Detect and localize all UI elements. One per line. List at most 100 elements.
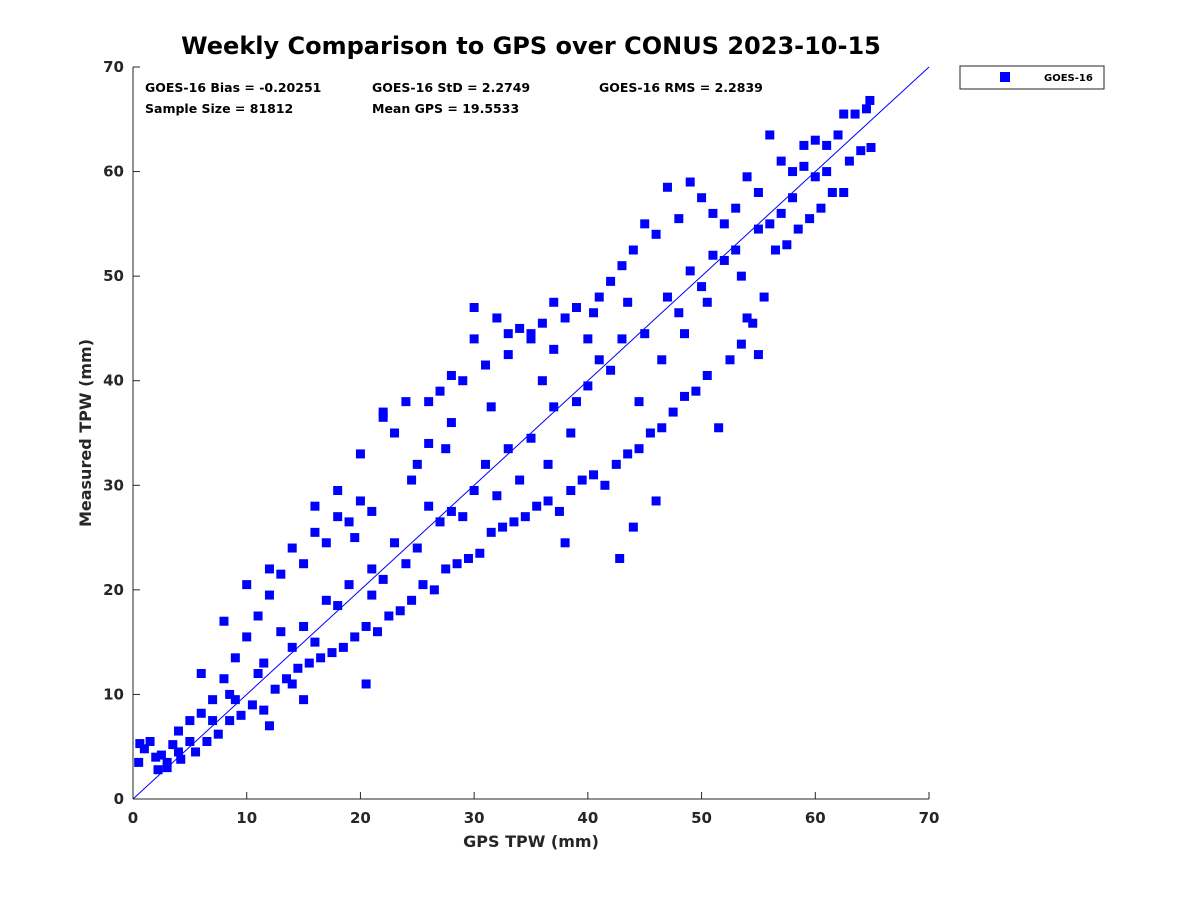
x-tick-label: 30	[464, 809, 485, 827]
data-point	[247, 700, 257, 710]
y-tick-label: 60	[103, 163, 124, 181]
data-point	[782, 240, 792, 250]
data-point	[691, 386, 701, 396]
data-point	[446, 370, 456, 380]
data-point	[560, 538, 570, 548]
data-point	[788, 167, 798, 177]
data-point	[435, 517, 445, 527]
data-point	[827, 187, 837, 197]
data-point	[799, 161, 809, 171]
data-point	[503, 329, 513, 339]
data-point	[543, 496, 553, 506]
y-tick-label: 70	[103, 58, 124, 76]
data-point	[537, 376, 547, 386]
y-axis-label: Measured TPW (mm)	[76, 339, 95, 527]
data-point	[822, 167, 832, 177]
data-point	[310, 527, 320, 537]
data-point	[173, 747, 183, 757]
data-point	[651, 496, 661, 506]
data-point	[645, 428, 655, 438]
data-point	[287, 642, 297, 652]
data-point	[674, 214, 684, 224]
data-point	[333, 486, 343, 496]
data-point	[674, 308, 684, 318]
data-point	[264, 564, 274, 574]
data-point	[753, 350, 763, 360]
data-point	[549, 402, 559, 412]
data-point	[344, 580, 354, 590]
data-point	[310, 637, 320, 647]
data-point	[668, 407, 678, 417]
y-tick-label: 50	[103, 267, 124, 285]
data-point	[742, 172, 752, 182]
data-point	[736, 271, 746, 281]
data-point	[571, 397, 581, 407]
data-point	[469, 334, 479, 344]
data-point	[196, 708, 206, 718]
data-point	[333, 601, 343, 611]
data-point	[532, 501, 542, 511]
data-point	[589, 470, 599, 480]
data-point	[156, 750, 166, 760]
data-point	[367, 590, 377, 600]
data-point	[168, 740, 178, 750]
x-tick-label: 60	[805, 809, 826, 827]
stats-annotations: GOES-16 Bias = -0.20251 GOES-16 StD = 2.…	[145, 80, 763, 116]
x-tick-label: 50	[691, 809, 712, 827]
data-point	[412, 543, 422, 553]
data-point	[731, 245, 741, 255]
data-point	[623, 297, 633, 307]
data-point	[176, 754, 186, 764]
data-point	[264, 721, 274, 731]
data-point	[816, 203, 826, 213]
axes	[132, 67, 929, 800]
data-point	[736, 339, 746, 349]
data-point	[259, 658, 269, 668]
data-point	[390, 538, 400, 548]
legend: GOES-16	[959, 65, 1105, 90]
data-point	[361, 621, 371, 631]
data-point	[253, 611, 263, 621]
data-point	[378, 412, 388, 422]
data-point	[407, 595, 417, 605]
data-point	[316, 653, 326, 663]
data-point	[282, 674, 292, 684]
data-point	[640, 329, 650, 339]
data-point	[225, 716, 235, 726]
data-point	[657, 355, 667, 365]
data-point	[230, 653, 240, 663]
data-point	[719, 255, 729, 265]
data-point	[651, 229, 661, 239]
data-point	[253, 669, 263, 679]
data-point	[503, 444, 513, 454]
data-point	[299, 695, 309, 705]
data-point	[770, 245, 780, 255]
data-point	[509, 517, 519, 527]
x-tick-label: 70	[919, 809, 940, 827]
data-point	[839, 109, 849, 119]
y-tick-label: 10	[103, 685, 124, 703]
tick-labels: 0 10 20 30 40 50 60 70 0 10 20 30 40 50 60 70	[103, 58, 939, 827]
data-point	[566, 486, 576, 496]
data-point	[680, 329, 690, 339]
data-point	[350, 533, 360, 543]
data-point	[865, 95, 875, 105]
data-point	[537, 318, 547, 328]
data-point	[498, 522, 508, 532]
data-point	[571, 303, 581, 313]
data-point	[594, 292, 604, 302]
data-point	[441, 564, 451, 574]
data-point	[338, 642, 348, 652]
data-point	[208, 695, 218, 705]
data-point	[492, 491, 502, 501]
data-point	[469, 486, 479, 496]
data-point	[617, 261, 627, 271]
tick-marks	[132, 66, 930, 800]
data-point	[481, 360, 491, 370]
data-point	[680, 391, 690, 401]
data-point	[378, 407, 388, 417]
one-to-one-reference-line	[132, 66, 930, 800]
data-point	[435, 386, 445, 396]
data-point	[657, 423, 667, 433]
